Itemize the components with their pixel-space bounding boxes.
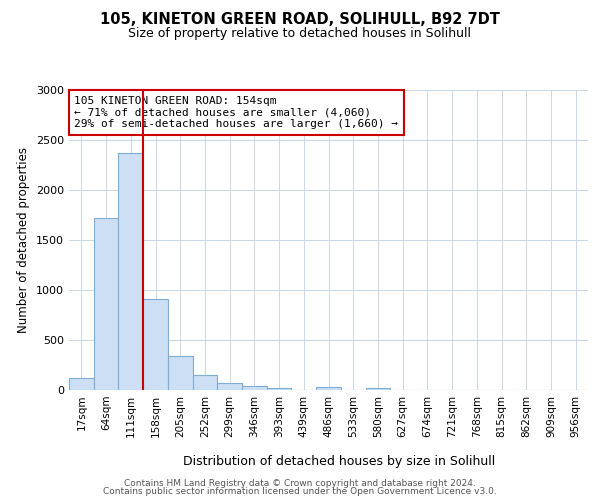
- Text: Contains HM Land Registry data © Crown copyright and database right 2024.: Contains HM Land Registry data © Crown c…: [124, 478, 476, 488]
- Bar: [69, 378, 94, 390]
- Bar: [168, 356, 193, 390]
- Bar: [143, 299, 168, 390]
- Text: Distribution of detached houses by size in Solihull: Distribution of detached houses by size …: [183, 454, 495, 468]
- Bar: [193, 374, 217, 390]
- Text: Contains public sector information licensed under the Open Government Licence v3: Contains public sector information licen…: [103, 487, 497, 496]
- Text: 105, KINETON GREEN ROAD, SOLIHULL, B92 7DT: 105, KINETON GREEN ROAD, SOLIHULL, B92 7…: [100, 12, 500, 28]
- Bar: [267, 388, 292, 390]
- Text: Size of property relative to detached houses in Solihull: Size of property relative to detached ho…: [128, 28, 472, 40]
- Y-axis label: Number of detached properties: Number of detached properties: [17, 147, 31, 333]
- Bar: [217, 382, 242, 390]
- Text: 105 KINETON GREEN ROAD: 154sqm
← 71% of detached houses are smaller (4,060)
29% : 105 KINETON GREEN ROAD: 154sqm ← 71% of …: [74, 96, 398, 129]
- Bar: [365, 388, 390, 390]
- Bar: [316, 387, 341, 390]
- Bar: [118, 153, 143, 390]
- Bar: [94, 218, 118, 390]
- Bar: [242, 386, 267, 390]
